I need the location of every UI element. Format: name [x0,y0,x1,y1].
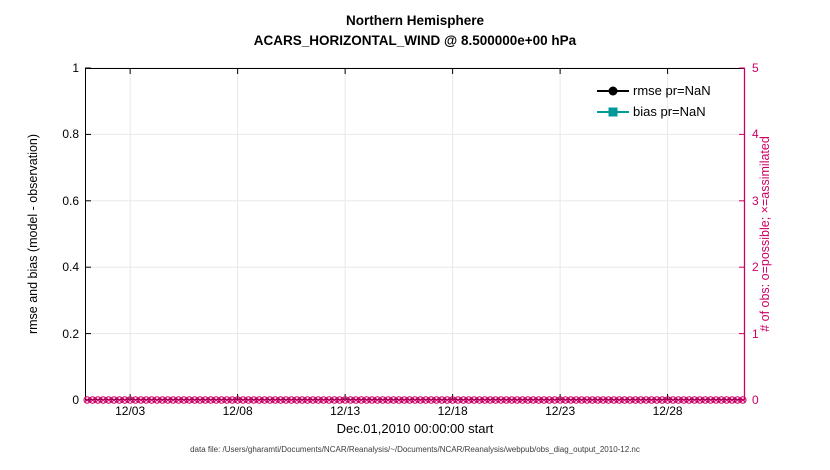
left-y-tick-label: 0 [72,393,79,407]
data-file-caption: data file: /Users/gharamti/Documents/NCA… [190,445,640,454]
tick-marks [85,67,669,401]
chart-title-variable-level: ACARS_HORIZONTAL_WIND @ 8.500000e+00 hPa [253,33,577,48]
left-y-tick-label: 0.8 [62,127,79,142]
left-y-tick-label: 0.4 [62,260,79,275]
right-y-tick-label: 5 [752,61,759,75]
legend-label-rmse: rmse pr=NaN [633,83,711,98]
bias-square-marker-icon [608,107,618,116]
right-y-axis-label: # of obs: o=possible; ×=assimilated [758,136,773,332]
x-axis-label: Dec.01,2010 00:00:00 start [336,421,494,436]
x-tick-label: 12/03 [115,404,146,418]
plot-area [83,67,747,404]
bias-line-sample [597,105,629,118]
right-y-tick-label: 0 [752,393,759,407]
left-y-axis-label: rmse and bias (model - observation) [26,133,40,335]
legend-item-bias: bias pr=NaN [597,101,711,122]
legend: rmse pr=NaN bias pr=NaN [597,80,711,122]
left-y-axis-label-wrap: rmse and bias (model - observation) [24,68,42,400]
rmse-circle-marker-icon [608,86,618,95]
right-y-tick-label: 2 [752,260,759,275]
obs-count-markers [83,396,747,404]
x-tick-label: 12/08 [222,404,253,418]
legend-item-rmse: rmse pr=NaN [597,80,711,101]
left-y-tick-label: 1 [72,61,79,75]
right-y-tick-label: 3 [752,193,759,208]
x-tick-label: 12/13 [330,404,361,418]
right-y-tick-label: 1 [752,326,759,341]
x-tick-label: 12/28 [652,404,683,418]
chart-title-region: Northern Hemisphere [345,13,485,28]
left-y-tick-label: 0.6 [62,193,79,208]
legend-label-bias: bias pr=NaN [633,104,706,119]
x-tick-label: 12/18 [437,404,468,418]
right-y-tick-label: 4 [752,127,759,142]
x-tick-label: 12/23 [545,404,576,418]
rmse-line-sample [597,84,629,97]
right-y-axis-label-wrap: # of obs: o=possible; ×=assimilated [756,68,774,400]
left-y-tick-label: 0.2 [62,326,79,341]
